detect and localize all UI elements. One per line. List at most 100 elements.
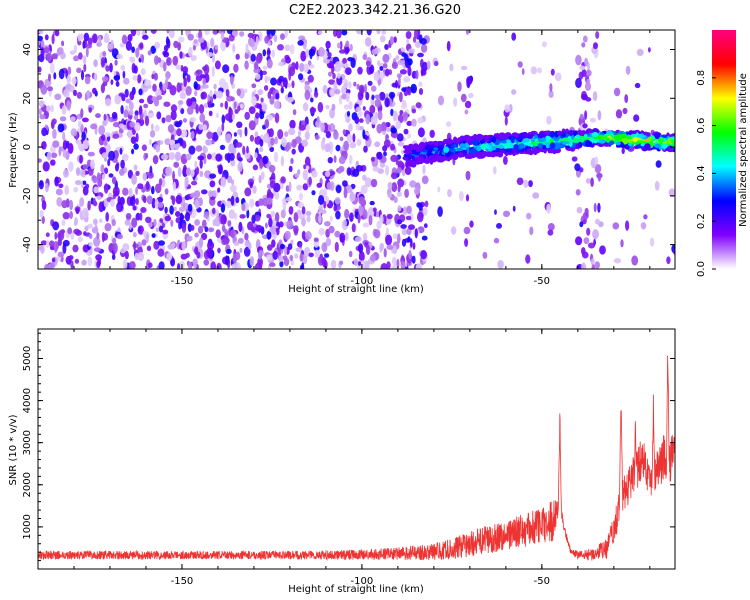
- spectrogram-cell: [400, 260, 406, 269]
- spectrogram-cell: [69, 50, 76, 55]
- spectrogram-cell: [189, 117, 197, 123]
- spectrogram-cell: [116, 201, 124, 213]
- spectrogram-cell: [190, 192, 197, 198]
- x-tick-label: -150: [171, 576, 194, 587]
- spectrogram-cell: [105, 98, 112, 107]
- spectrogram-cell: [504, 116, 508, 126]
- spectrogram-cell: [246, 145, 249, 154]
- spectrogram-cell: [180, 108, 185, 115]
- spectrogram-cell: [201, 232, 208, 241]
- spectrogram-cell: [94, 224, 98, 234]
- spectrogram-cell: [377, 60, 381, 66]
- spectrogram-ridge-cell: [667, 137, 672, 145]
- spectrogram-cell: [96, 232, 100, 240]
- spectrogram-cell: [376, 123, 383, 134]
- spectrogram-cell: [155, 145, 161, 153]
- spectrogram-cell: [190, 224, 195, 231]
- spectrogram-ridge-cell: [408, 143, 414, 150]
- spectrogram-cell: [336, 42, 341, 49]
- spectrogram-cell: [287, 83, 292, 88]
- spectrogram-cell: [233, 101, 237, 109]
- spectrogram-cell: [230, 159, 236, 167]
- spectrogram-cell: [166, 57, 172, 66]
- spectrogram-cell: [575, 236, 583, 246]
- spectrogram-ridge-cell: [435, 155, 440, 160]
- spectrogram-cell: [421, 235, 428, 241]
- spectrogram-cell: [597, 175, 601, 182]
- spectrogram-cell: [118, 128, 124, 134]
- spectrogram-cell: [261, 102, 268, 112]
- spectrogram-cell: [252, 185, 257, 194]
- spectrogram-cell: [300, 50, 307, 62]
- colorbar-tick-label: 0.6: [696, 118, 707, 134]
- spectrogram-cell: [49, 240, 55, 247]
- spectrogram-cell: [316, 182, 323, 188]
- spectrogram-cell: [201, 219, 207, 229]
- spectrogram-cell: [301, 206, 306, 215]
- spectrogram-ridge-cell: [532, 148, 538, 155]
- spectrogram-cell: [101, 76, 109, 82]
- spectrogram-cell: [128, 222, 132, 230]
- spectrogram-cell: [194, 219, 201, 226]
- spectrogram-cell: [411, 118, 417, 127]
- colorbar-tick-label: 0.2: [696, 213, 707, 229]
- spectrogram-cell: [157, 140, 161, 146]
- spectrogram-cell: [392, 233, 398, 240]
- spectrogram-cells: [38, 30, 675, 269]
- spectrogram-cell: [274, 112, 280, 124]
- spectrogram-cell: [358, 251, 365, 262]
- spectrogram-cell: [87, 151, 95, 157]
- spectrogram-cell: [182, 66, 189, 74]
- spectrogram-cell: [581, 93, 588, 101]
- spectrogram-cell: [370, 254, 376, 262]
- spectrogram-cell: [277, 44, 284, 51]
- spectrogram-cell: [54, 93, 62, 101]
- spectrogram-cell: [57, 123, 65, 133]
- spectrogram-cell: [597, 110, 602, 121]
- spectrogram-ridge-cell: [456, 147, 464, 152]
- spectrogram-cell: [124, 88, 129, 98]
- spectrogram-cell: [582, 219, 587, 225]
- spectrogram-cell: [101, 232, 105, 243]
- spectrogram-cell: [51, 257, 56, 263]
- spectrogram-cell: [230, 96, 235, 102]
- spectrogram-cell: [185, 167, 191, 176]
- spectrogram-cell: [318, 227, 325, 236]
- spectrogram-cell: [309, 107, 317, 114]
- spectrogram-cell: [56, 197, 63, 207]
- spectrogram-cell: [64, 185, 69, 196]
- spectrogram-cell: [636, 48, 644, 57]
- spectrogram-cell: [88, 233, 93, 239]
- spectrogram-cell: [274, 191, 280, 200]
- spectrogram-cell: [323, 260, 328, 269]
- spectrogram-cell: [95, 113, 101, 119]
- spectrogram-cell: [414, 30, 418, 39]
- spectrogram-cell: [200, 91, 208, 100]
- spectrogram-cell: [366, 30, 372, 36]
- spectrogram-cell: [584, 110, 588, 120]
- spectrogram-ridge-cell: [644, 143, 651, 151]
- spectrogram-cell: [265, 222, 268, 229]
- spectrogram-ridge-cell: [561, 141, 570, 145]
- spectrogram-cell: [244, 111, 250, 120]
- spectrogram-ridge-cell: [630, 133, 636, 138]
- spectrogram-cell: [50, 152, 58, 159]
- spectrogram-ridge-cell: [542, 144, 547, 150]
- spectrogram-cell: [121, 153, 129, 162]
- spectrogram-cell: [195, 145, 203, 152]
- spectrogram-cell: [308, 252, 314, 258]
- spectrogram-cell: [464, 238, 469, 247]
- spectrogram-ridge-cell: [500, 140, 508, 144]
- spectrogram-cell: [453, 97, 458, 107]
- spectrogram-cell: [85, 46, 89, 58]
- spectrogram-cell: [595, 31, 600, 39]
- spectrogram-cell: [248, 38, 255, 48]
- spectrogram-cell: [385, 93, 389, 99]
- spectrogram-cell: [342, 180, 348, 187]
- spectrogram-cell: [612, 222, 620, 230]
- spectrogram-cell: [423, 223, 428, 229]
- spectrogram-cell: [92, 87, 97, 95]
- spectrogram-cell: [79, 168, 86, 177]
- spectrogram-cell: [108, 173, 114, 178]
- spectrogram-cell: [307, 60, 312, 66]
